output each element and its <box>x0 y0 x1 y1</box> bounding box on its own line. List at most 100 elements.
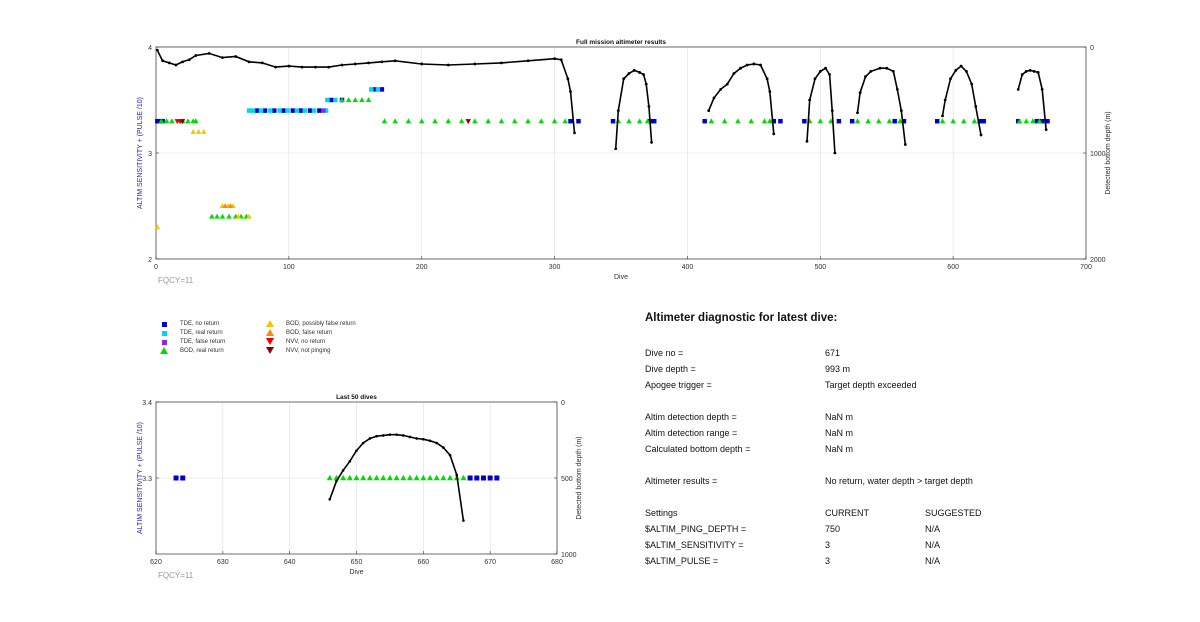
x-axis-label: Dive <box>349 569 363 576</box>
legend-item-tde-false-return: TDE, false return <box>160 338 225 346</box>
tde-no-return-marker <box>307 108 313 113</box>
bod-real-return-marker <box>400 474 407 481</box>
bod-real-return-marker <box>460 474 467 481</box>
bod-real-return-marker <box>1036 118 1043 124</box>
depth-point <box>979 133 983 137</box>
x-tick-label: 700 <box>1080 264 1092 271</box>
bod-real-return-marker <box>538 118 544 124</box>
y-axis-label: ALTIM SENSITIVITY + (PULSE /10) <box>137 97 144 209</box>
bod-possibly-false-return-marker <box>201 128 207 134</box>
settings-current-header: CURRENT <box>825 508 869 518</box>
tde-no-return-marker <box>702 118 707 124</box>
depth-point <box>830 109 834 112</box>
depth-point <box>408 435 412 439</box>
legend-item-nvv-not-pinging: NVV, not pinging <box>266 347 330 354</box>
x-tick-label: 640 <box>284 559 296 566</box>
y2-tick-label: 1000 <box>1090 151 1106 158</box>
bod-possibly-false-return-marker <box>190 128 196 134</box>
y2-tick-label: 2000 <box>1090 257 1106 264</box>
y-tick-label: 3 <box>148 151 152 158</box>
tde-no-return-marker <box>610 118 616 124</box>
tde-no-return-marker <box>173 475 179 481</box>
bod-real-return-marker <box>219 213 226 219</box>
depth-point <box>818 69 822 73</box>
legend: TDE, no return TDE, real return TDE, false… <box>160 320 420 364</box>
depth-point <box>941 114 944 118</box>
depth-point <box>632 68 636 72</box>
depth-point <box>355 449 358 452</box>
depth-line <box>856 67 907 145</box>
legend-label: TDE, no return <box>180 321 220 327</box>
depth-point <box>573 131 576 135</box>
depth-point <box>970 82 974 86</box>
results-label: Altimeter results = <box>645 476 718 486</box>
depth-point <box>420 62 424 66</box>
depth-point <box>327 65 331 69</box>
detection-range-row: Altim detection range = NaN m <box>645 428 1145 440</box>
pulse-suggested: N/A <box>925 556 941 566</box>
tde-real-return-marker <box>368 87 374 92</box>
tde-no-return-marker <box>298 108 304 113</box>
depth-point <box>367 61 370 65</box>
detection-depth-value: NaN m <box>825 412 854 422</box>
depth-point <box>650 141 653 144</box>
depth-point <box>1016 88 1020 91</box>
tde-real-return-marker <box>294 108 300 113</box>
bod-false-return-marker <box>222 203 228 209</box>
tde-no-return-marker <box>836 118 842 124</box>
depth-point <box>455 473 459 477</box>
bod-real-return-marker <box>562 118 568 124</box>
y-axis-label: ALTIM SENSITIVITY + (PULSE /10) <box>137 422 144 534</box>
legend-item-bod-false-return: BOD, false return <box>266 329 332 336</box>
tde-no-return-marker <box>802 118 807 124</box>
x-tick-label: 0 <box>154 264 158 271</box>
depth-point <box>1024 69 1028 73</box>
depth-point <box>380 60 384 64</box>
bottom-depth-value: NaN m <box>825 444 854 454</box>
square-marker-icon <box>161 321 167 327</box>
depth-point <box>381 434 385 437</box>
detection-range-label: Altim detection range = <box>645 428 738 438</box>
depth-point <box>864 75 867 79</box>
depth-point <box>388 433 392 436</box>
depth-point <box>353 62 357 66</box>
bod-possibly-false-return-marker <box>154 224 161 230</box>
tde-real-return-marker <box>285 108 290 113</box>
depth-point <box>155 48 159 52</box>
tde-real-return-marker <box>250 108 256 113</box>
bod-real-return-marker <box>432 118 438 124</box>
bod-real-return-marker <box>525 118 531 124</box>
x-axis-label: Dive <box>614 274 628 281</box>
depth-point <box>328 497 332 501</box>
bod-real-return-marker <box>512 118 518 124</box>
square-marker-icon <box>161 330 167 336</box>
tde-no-return-marker <box>474 475 480 481</box>
dive-no-label: Dive no = <box>645 348 684 358</box>
bod-real-return-marker <box>352 97 358 103</box>
tde-no-return-marker <box>262 108 268 113</box>
bod-real-return-marker <box>346 474 353 481</box>
depth-point <box>739 66 742 70</box>
bod-real-return-marker <box>345 97 352 103</box>
bottom-depth-label: Calculated bottom depth = <box>645 444 751 454</box>
bod-real-return-marker <box>214 213 220 219</box>
tde-real-return-marker <box>333 97 338 103</box>
bod-real-return-marker <box>169 118 175 124</box>
tde-no-return-marker <box>317 108 322 113</box>
bod-real-return-marker <box>163 118 170 124</box>
bod-real-return-marker <box>353 474 360 481</box>
depth-point <box>745 63 749 67</box>
depth-point <box>473 62 477 66</box>
bod-real-return-marker <box>939 118 946 124</box>
depth-point <box>833 151 837 155</box>
tde-no-return-marker <box>290 108 296 113</box>
depth-point <box>856 111 859 115</box>
bod-real-return-marker <box>636 118 643 124</box>
bod-real-return-marker <box>392 118 398 124</box>
tde-no-return-marker <box>576 118 581 124</box>
depth-point <box>824 66 827 70</box>
depth-point <box>805 139 809 143</box>
tde-no-return-marker <box>494 475 500 481</box>
triangle-up-marker-icon <box>266 320 274 327</box>
tde-no-return-marker <box>271 108 277 113</box>
